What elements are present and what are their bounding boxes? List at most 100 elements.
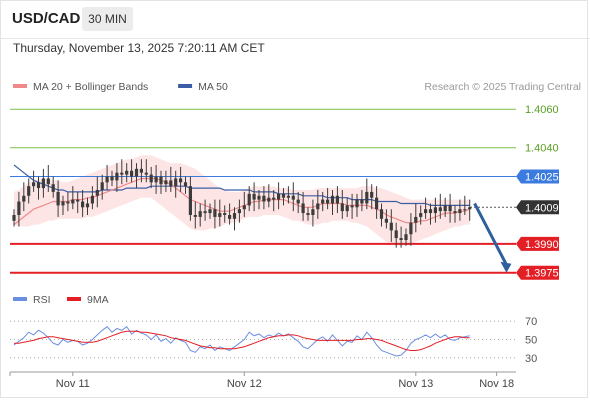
bollinger-band [14, 155, 470, 246]
candle-body-14 [81, 201, 85, 208]
candle-body-49 [252, 193, 256, 200]
candle-body-77 [389, 222, 393, 231]
timestamp: Thursday, November 13, 2025 7:20:11 AM C… [13, 41, 265, 55]
rsi-tick-30: 30 [525, 353, 537, 365]
level-label-1.4009: 1.4009 [525, 202, 559, 214]
level-tag-1.3975 [516, 265, 559, 280]
level-label-1.4040: 1.4040 [525, 143, 559, 155]
candle-body-88 [443, 205, 447, 212]
candle-body-37 [193, 215, 197, 217]
candle-body-38 [198, 211, 202, 217]
candle-body-83 [419, 213, 423, 217]
candle-body-40 [208, 209, 212, 214]
candle-body-3 [27, 186, 31, 196]
rsi-legend-label-1: 9MA [87, 294, 109, 306]
candle-body-41 [213, 209, 217, 217]
level-label-1.4060: 1.4060 [525, 104, 559, 116]
x-tick-label-nov-11: Nov 11 [56, 378, 90, 390]
candle-body-60 [306, 213, 310, 215]
ma50-line [13, 164, 470, 206]
candle-body-78 [394, 230, 398, 239]
candle-body-86 [433, 207, 437, 214]
candle-body-55 [281, 193, 286, 198]
header-bar: USD/CAD 30 MIN [0, 0, 590, 39]
candle-body-80 [404, 234, 408, 240]
candle-body-28 [149, 174, 153, 183]
level-tag-1.3990 [516, 236, 559, 251]
candle-body-52 [267, 197, 271, 202]
rsi-tick-70: 70 [525, 316, 537, 328]
candle-body-79 [399, 238, 403, 240]
x-tick-label-nov-13: Nov 13 [398, 378, 433, 390]
candle-body-29 [154, 176, 158, 183]
rsi-tick-50: 50 [525, 335, 537, 347]
rsi-legend-label-0: RSI [33, 294, 51, 306]
candle-body-24 [130, 170, 134, 177]
candle-body-67 [340, 203, 344, 212]
candle-body-71 [360, 199, 364, 204]
candle-body-84 [424, 209, 428, 214]
candle-body-59 [301, 203, 305, 214]
candle-body-74 [375, 197, 379, 210]
candle-body-63 [321, 199, 325, 204]
candle-body-5 [36, 182, 41, 189]
level-tag-1.4009 [516, 200, 559, 215]
timeframe-badge[interactable]: 30 MIN [82, 7, 133, 31]
candle-body-47 [242, 205, 246, 210]
candle-body-18 [100, 182, 104, 190]
candle-body-43 [223, 213, 227, 215]
candle-body-69 [350, 205, 354, 208]
candle-body-48 [247, 193, 251, 206]
candle-body-2 [22, 195, 26, 202]
candle-body-61 [311, 209, 315, 215]
candle-body-57 [291, 195, 295, 200]
candle-body-76 [384, 218, 388, 223]
candle-body-68 [345, 205, 349, 212]
candle-body-20 [110, 176, 114, 181]
candle-body-23 [125, 170, 129, 175]
candle-body-27 [144, 172, 148, 175]
symbol-title: USD/CAD [12, 10, 81, 27]
candle-body-17 [95, 190, 99, 196]
candle-body-91 [458, 209, 462, 214]
candle-body-35 [183, 182, 188, 187]
candle-body-4 [32, 182, 36, 187]
candle-body-75 [379, 209, 384, 219]
candle-body-90 [453, 211, 457, 214]
candle-body-56 [286, 195, 290, 198]
candle-body-87 [438, 207, 442, 212]
candle-body-66 [335, 195, 339, 204]
candle-body-89 [448, 205, 452, 212]
rsi-series-rsi [13, 325, 470, 357]
candle-body-64 [326, 199, 330, 204]
candle-body-15 [85, 203, 90, 208]
candle-body-31 [164, 180, 168, 185]
ma20-line [13, 177, 470, 226]
rsi-series-9ma [14, 330, 470, 351]
level-label-1.4025: 1.4025 [525, 172, 559, 184]
candle-body-22 [120, 172, 124, 175]
candle-body-32 [169, 180, 173, 187]
level-label-1.3990: 1.3990 [525, 239, 559, 251]
candle-body-81 [409, 222, 413, 235]
forecast-arrow-head [500, 261, 512, 273]
candle-body-93 [468, 207, 472, 210]
x-tick-label-nov-12: Nov 12 [227, 378, 262, 390]
candle-body-72 [365, 191, 369, 204]
candle-body-73 [370, 191, 374, 198]
candle-body-34 [179, 178, 183, 183]
candle-body-26 [139, 168, 143, 173]
candle-body-30 [159, 176, 163, 185]
candle-body-46 [237, 209, 241, 214]
candle-body-42 [218, 213, 222, 217]
candle-body-36 [188, 186, 192, 215]
candle-body-53 [272, 197, 276, 200]
candle-body-85 [428, 209, 433, 214]
candle-body-10 [61, 201, 65, 206]
candle-body-54 [277, 193, 281, 200]
candle-body-65 [330, 195, 335, 204]
candle-body-21 [115, 172, 119, 181]
candle-body-51 [262, 195, 266, 202]
